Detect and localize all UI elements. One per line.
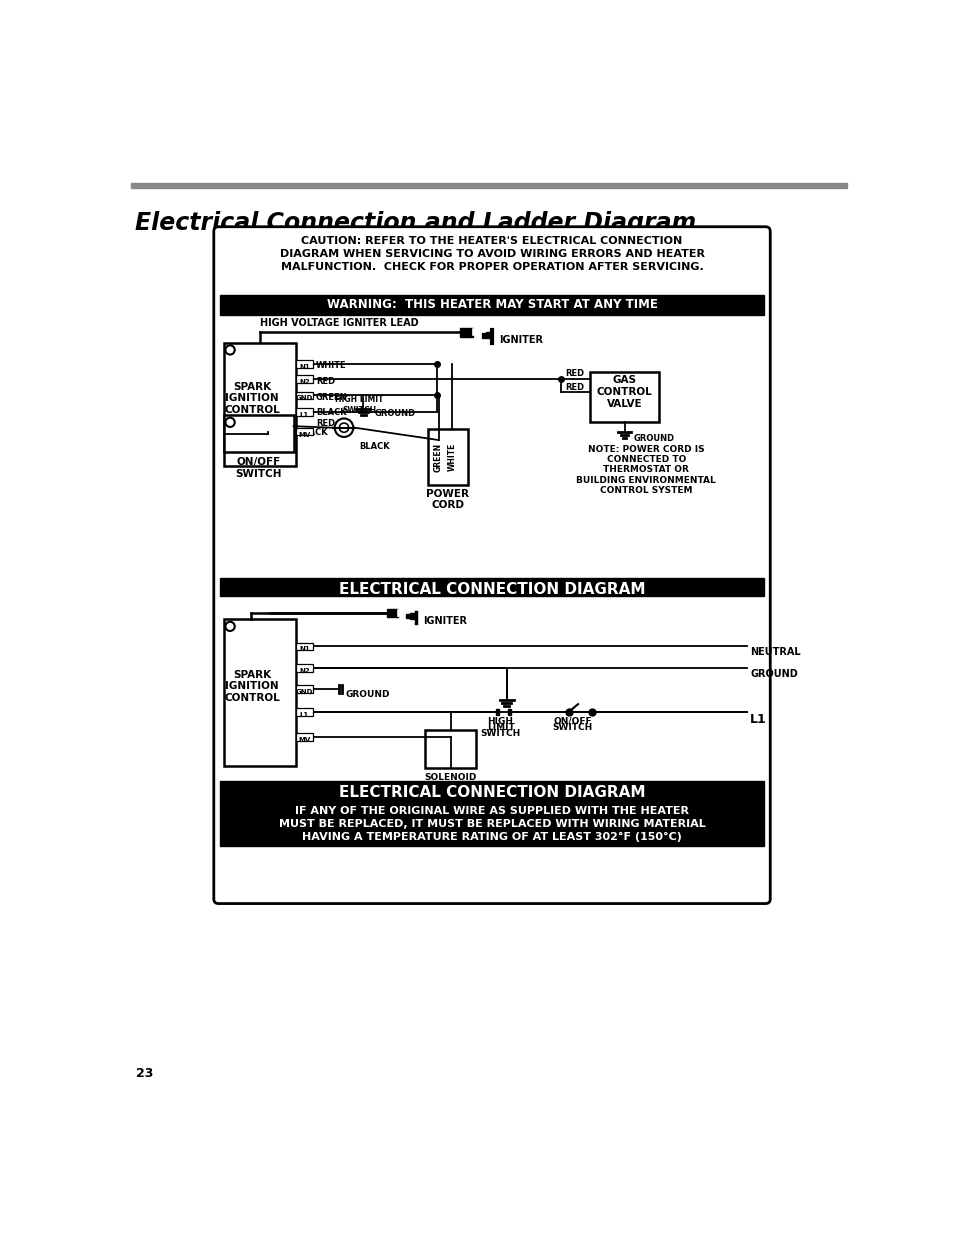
- Bar: [590, 372, 658, 421]
- Bar: [410, 614, 416, 619]
- Text: NOTE: POWER CORD IS
CONNECTED TO
THERMOSTAT OR
BUILDING ENVIRONMENTAL
CONTROL SY: NOTE: POWER CORD IS CONNECTED TO THERMOS…: [576, 445, 716, 495]
- Text: RED: RED: [315, 419, 335, 429]
- Bar: [224, 415, 294, 452]
- Circle shape: [225, 621, 234, 631]
- Text: N1: N1: [299, 364, 310, 369]
- Circle shape: [335, 419, 353, 437]
- Text: BLACK: BLACK: [297, 427, 328, 437]
- Bar: [427, 430, 468, 484]
- Text: GND: GND: [295, 395, 313, 401]
- Text: ELECTRICAL CONNECTION DIAGRAM: ELECTRICAL CONNECTION DIAGRAM: [338, 582, 644, 597]
- Text: MV: MV: [298, 431, 311, 437]
- Text: RED: RED: [564, 383, 583, 391]
- Bar: [224, 620, 295, 766]
- Circle shape: [225, 417, 234, 427]
- Text: L1: L1: [299, 711, 309, 718]
- Text: GND: GND: [295, 689, 313, 695]
- Text: BLACK: BLACK: [315, 408, 346, 416]
- Bar: [220, 311, 763, 315]
- Text: WHITE: WHITE: [448, 443, 456, 472]
- Text: WHITE: WHITE: [315, 362, 346, 370]
- Text: IF ANY OF THE ORIGINAL WIRE AS SUPPLIED WITH THE HEATER
MUST BE REPLACED, IT MUS: IF ANY OF THE ORIGINAL WIRE AS SUPPLIED …: [278, 805, 704, 842]
- Bar: [220, 294, 763, 311]
- Bar: [508, 709, 511, 715]
- Text: GROUND: GROUND: [345, 690, 390, 699]
- Text: HIGH VOLTAGE IGNITER LEAD: HIGH VOLTAGE IGNITER LEAD: [260, 317, 418, 327]
- Text: IGNITER: IGNITER: [422, 616, 467, 626]
- Bar: [131, 183, 846, 188]
- Text: SWITCH: SWITCH: [480, 729, 520, 739]
- Text: GAS
CONTROL
VALVE: GAS CONTROL VALVE: [596, 375, 652, 409]
- Bar: [224, 343, 295, 466]
- Bar: [496, 709, 498, 715]
- Text: LIMIT: LIMIT: [486, 722, 514, 732]
- Text: SWITCH: SWITCH: [552, 722, 592, 732]
- Text: GROUND: GROUND: [633, 433, 675, 443]
- Circle shape: [225, 346, 234, 354]
- Bar: [295, 409, 313, 416]
- Text: GREEN: GREEN: [315, 393, 347, 403]
- Bar: [220, 578, 763, 597]
- Text: POWER
CORD: POWER CORD: [426, 489, 469, 510]
- Text: ON/OFF
SWITCH: ON/OFF SWITCH: [235, 457, 282, 479]
- Text: WARNING:  THIS HEATER MAY START AT ANY TIME: WARNING: THIS HEATER MAY START AT ANY TI…: [326, 298, 657, 310]
- Text: CAUTION: REFER TO THE HEATER'S ELECTRICAL CONNECTION
DIAGRAM WHEN SERVICING TO A: CAUTION: REFER TO THE HEATER'S ELECTRICA…: [279, 236, 703, 273]
- Bar: [295, 685, 313, 693]
- Text: L1: L1: [299, 412, 309, 419]
- Bar: [295, 664, 313, 672]
- Text: IGNITER: IGNITER: [498, 335, 542, 345]
- Text: HIGH: HIGH: [487, 716, 513, 726]
- Text: GREEN: GREEN: [434, 442, 442, 472]
- Text: GROUND: GROUND: [749, 668, 797, 679]
- Text: MV: MV: [298, 737, 311, 743]
- Text: N2: N2: [299, 379, 310, 385]
- Text: GROUND: GROUND: [374, 409, 415, 419]
- Bar: [459, 327, 472, 337]
- Bar: [220, 782, 763, 799]
- Bar: [295, 427, 313, 436]
- Text: ON/OFF: ON/OFF: [553, 716, 591, 726]
- Bar: [472, 330, 481, 336]
- Text: RED: RED: [564, 369, 583, 378]
- Bar: [295, 391, 313, 399]
- Text: L1: L1: [749, 713, 766, 726]
- Text: NEUTRAL: NEUTRAL: [749, 647, 800, 657]
- Bar: [425, 730, 476, 768]
- Text: HIGH LIMIT
SWITCH: HIGH LIMIT SWITCH: [335, 395, 383, 415]
- Bar: [295, 375, 313, 383]
- Text: SOLENOID: SOLENOID: [424, 773, 476, 782]
- Text: ELECTRICAL CONNECTION DIAGRAM: ELECTRICAL CONNECTION DIAGRAM: [338, 785, 644, 800]
- Text: Electrical Connection and Ladder Diagram: Electrical Connection and Ladder Diagram: [134, 211, 696, 236]
- Text: SPARK
IGNITION
CONTROL: SPARK IGNITION CONTROL: [224, 382, 280, 415]
- Text: N1: N1: [299, 646, 310, 652]
- Bar: [295, 359, 313, 368]
- Text: BLACK: BLACK: [359, 442, 390, 451]
- Bar: [295, 642, 313, 651]
- Bar: [387, 609, 397, 618]
- Circle shape: [339, 424, 348, 432]
- Bar: [406, 614, 410, 618]
- Bar: [295, 708, 313, 716]
- Text: SPARK
IGNITION
CONTROL: SPARK IGNITION CONTROL: [224, 669, 280, 703]
- Bar: [481, 333, 485, 337]
- FancyBboxPatch shape: [213, 227, 769, 904]
- Bar: [295, 734, 313, 741]
- Text: N2: N2: [299, 668, 310, 674]
- Bar: [397, 610, 406, 616]
- Text: RED: RED: [315, 377, 335, 385]
- Bar: [220, 799, 763, 846]
- Bar: [485, 332, 492, 338]
- Text: 23: 23: [136, 1067, 153, 1079]
